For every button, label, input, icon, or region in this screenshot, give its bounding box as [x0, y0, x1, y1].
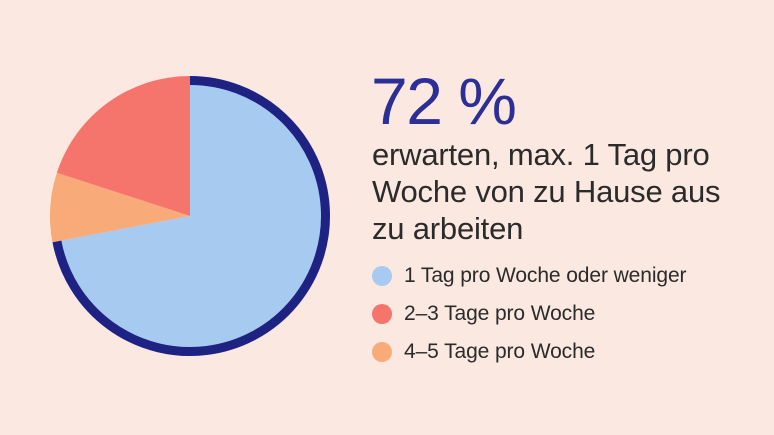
description-text: erwarten, max. 1 Tag pro Woche von zu Ha… [372, 136, 720, 247]
legend: 1 Tag pro Woche oder weniger 2–3 Tage pr… [372, 263, 687, 363]
pie-outline-arc [52, 76, 330, 356]
description-line-1: erwarten, max. 1 Tag pro [372, 137, 710, 172]
pie-chart-svg [50, 76, 331, 356]
description-line-2: Woche von zu Hause aus [372, 174, 721, 209]
legend-item-4-5-tage: 4–5 Tage pro Woche [372, 339, 686, 363]
legend-dot-red-icon [372, 303, 392, 324]
pie-slice-0 [52, 76, 331, 356]
legend-label: 2–3 Tage pro Woche [404, 301, 596, 325]
legend-dot-blue-icon [372, 265, 392, 286]
legend-item-2-3-tage: 2–3 Tage pro Woche [372, 301, 686, 325]
pie-slice-1 [56, 76, 190, 216]
legend-item-1-tag: 1 Tag pro Woche oder weniger [372, 263, 687, 287]
pie-chart [45, 71, 335, 361]
legend-label: 1 Tag pro Woche oder weniger [404, 263, 687, 287]
legend-dot-orange-icon [372, 341, 392, 362]
legend-label: 4–5 Tage pro Woche [404, 339, 596, 363]
description-line-3: zu arbeiten [372, 211, 524, 246]
pie-slice-2 [50, 172, 190, 243]
headline-percentage: 72 % [371, 64, 517, 138]
